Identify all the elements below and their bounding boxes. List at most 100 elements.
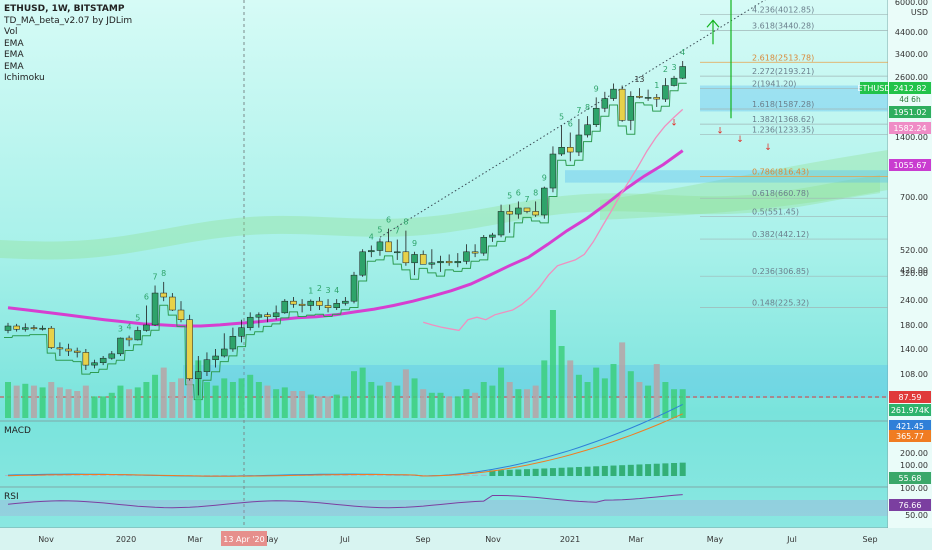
up-arrow-small-head bbox=[706, 19, 720, 28]
macd-histogram-bar bbox=[627, 464, 634, 476]
legend-indicator[interactable]: EMA bbox=[4, 38, 24, 49]
time-label: Mar bbox=[187, 535, 203, 544]
legend-indicator[interactable]: TD_MA_beta_v2.07 by JDLim bbox=[4, 15, 133, 26]
volume-bar bbox=[489, 385, 496, 418]
down-arrow-icon: ↓ bbox=[736, 135, 744, 145]
td-count-label: 3 bbox=[672, 63, 677, 72]
time-label: May bbox=[707, 535, 724, 544]
volume-bar bbox=[385, 382, 392, 418]
macd-tag-value: 365.77 bbox=[896, 432, 924, 441]
candle bbox=[610, 88, 617, 99]
macd-histogram-bar bbox=[524, 469, 530, 476]
macd-histogram-bar bbox=[454, 475, 461, 476]
rsi-tick-label: 100.00 bbox=[900, 484, 928, 493]
macd-histogram-bar bbox=[212, 475, 219, 476]
volume-bar bbox=[428, 392, 435, 418]
candle bbox=[342, 300, 349, 304]
volume-bar bbox=[229, 382, 236, 418]
td-count-label: 6 bbox=[144, 293, 149, 302]
rsi-label[interactable]: RSI bbox=[4, 492, 19, 502]
candle bbox=[359, 251, 366, 276]
legend-symbol[interactable]: ETHUSD, 1W, BITSTAMP bbox=[4, 4, 125, 14]
macd-histogram-bar bbox=[359, 475, 366, 476]
candle bbox=[125, 337, 133, 341]
volume-bar bbox=[273, 389, 280, 418]
price-tag bbox=[889, 106, 931, 118]
candle bbox=[255, 314, 263, 318]
macd-tick-label: 200.00 bbox=[900, 449, 928, 458]
volume-bar bbox=[515, 389, 522, 418]
candle bbox=[515, 207, 522, 215]
price-tick-label: 108.00 bbox=[900, 370, 928, 379]
chart-legend: ETHUSD, 1W, BITSTAMP TD_MA_beta_v2.07 by… bbox=[4, 4, 132, 85]
macd-histogram-bar bbox=[567, 467, 574, 476]
legend-indicator[interactable]: EMA bbox=[4, 50, 24, 60]
td-count-label: 4 bbox=[369, 232, 374, 241]
td-count-label: 5 bbox=[135, 314, 140, 323]
candle bbox=[195, 371, 202, 379]
volume-bar bbox=[152, 374, 159, 418]
rsi-band bbox=[0, 500, 888, 516]
candle bbox=[264, 314, 271, 317]
macd-histogram-bar bbox=[402, 475, 409, 476]
macd-histogram-bar bbox=[671, 463, 678, 476]
fib-label: 0.148(225.32) bbox=[752, 299, 809, 308]
price-tick-label: 180.00 bbox=[900, 321, 928, 330]
price-tick-label: 320.00 bbox=[900, 269, 928, 278]
fib-label: 2(1941.20) bbox=[752, 80, 796, 89]
td-count-label: 5 bbox=[377, 225, 382, 234]
macd-histogram-bar bbox=[385, 475, 392, 476]
time-label: Jul bbox=[786, 535, 797, 544]
candle bbox=[177, 309, 185, 320]
volume-bar bbox=[117, 385, 124, 418]
ema-mid-line bbox=[423, 108, 684, 332]
macd-histogram-bar bbox=[662, 463, 669, 476]
candle bbox=[22, 327, 29, 330]
time-label: Mar bbox=[628, 535, 644, 544]
macd-histogram-bar bbox=[645, 464, 652, 476]
candle bbox=[229, 336, 237, 350]
td-count-label: 8 bbox=[403, 218, 408, 227]
macd-histogram-bar bbox=[74, 475, 81, 476]
volume-bar bbox=[39, 387, 46, 418]
candle bbox=[39, 327, 46, 330]
price-tag-symbol bbox=[860, 82, 888, 94]
volume-bar bbox=[463, 389, 470, 418]
ema-lines bbox=[4, 82, 687, 401]
volume-bar bbox=[359, 367, 366, 418]
fib-label: 3.618(3440.28) bbox=[752, 21, 814, 30]
candle bbox=[13, 325, 20, 330]
macd-histogram-bar bbox=[316, 475, 323, 476]
fib-label: 2.272(2193.21) bbox=[752, 67, 814, 76]
time-label: Nov bbox=[38, 535, 54, 544]
td-count-label: 6 bbox=[516, 188, 521, 197]
price-tick-label: 240.00 bbox=[900, 296, 928, 305]
candles bbox=[4, 61, 686, 396]
legend-indicator[interactable]: Ichimoku bbox=[4, 73, 45, 83]
volume-bar bbox=[65, 389, 72, 418]
price-tick-label: 1400.00 bbox=[895, 133, 928, 142]
trend-line bbox=[379, 0, 766, 238]
candle bbox=[385, 241, 392, 253]
volume-bar bbox=[549, 310, 556, 418]
legend-indicator[interactable]: Vol bbox=[4, 27, 18, 37]
macd-label[interactable]: MACD bbox=[4, 426, 31, 436]
candle bbox=[65, 348, 72, 352]
candle bbox=[290, 300, 297, 305]
candle bbox=[523, 207, 531, 212]
volume-bar bbox=[472, 392, 479, 418]
price-tag bbox=[889, 391, 931, 403]
volume-bar bbox=[82, 385, 89, 418]
legend-indicator[interactable]: EMA bbox=[4, 61, 24, 72]
candle bbox=[428, 262, 436, 265]
candle bbox=[307, 300, 314, 306]
td-count-label: 8 bbox=[533, 188, 538, 197]
td-count-label: 9 bbox=[594, 84, 599, 93]
macd-pane bbox=[5, 403, 686, 477]
price-tick-label: 420.00 bbox=[900, 266, 928, 275]
candle bbox=[567, 147, 574, 153]
td-count-label: 13 bbox=[634, 75, 644, 84]
candle bbox=[298, 303, 306, 306]
down-arrow-icon: ↓ bbox=[716, 126, 724, 136]
